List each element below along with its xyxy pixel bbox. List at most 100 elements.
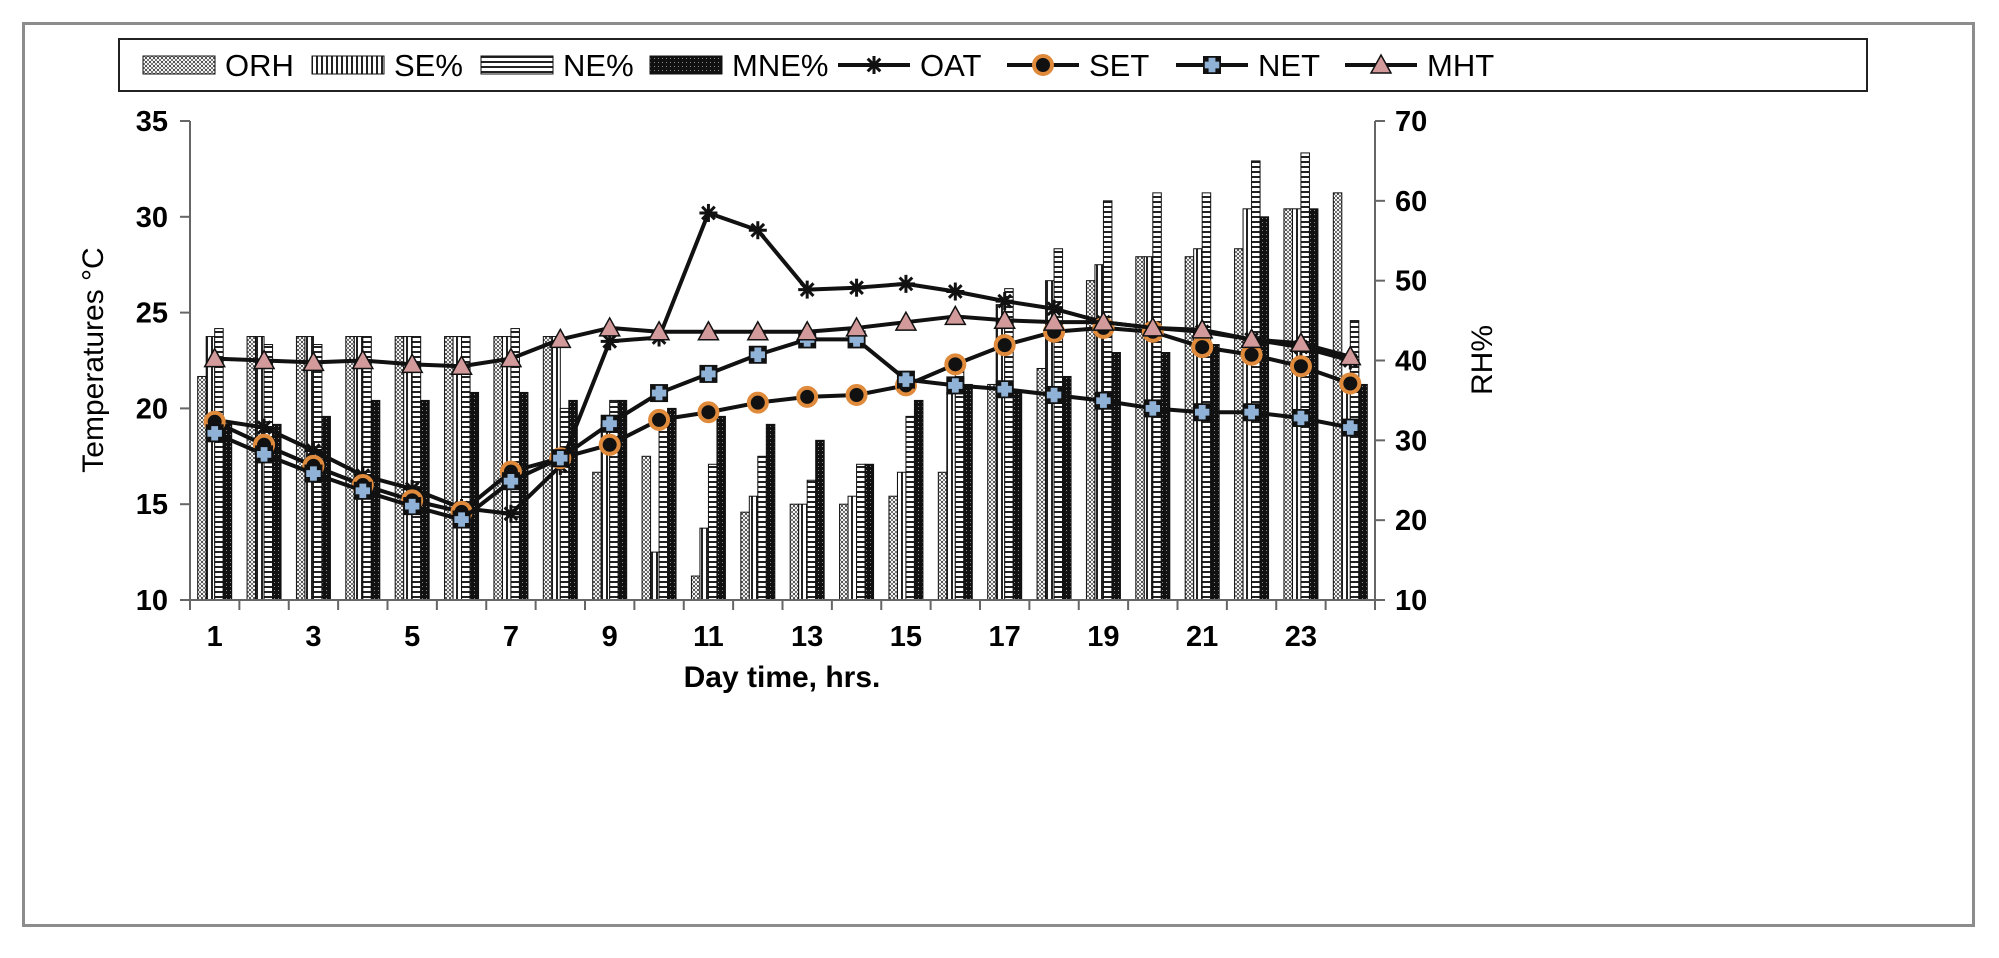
y-tick-label-left: 30 xyxy=(136,202,168,234)
x-axis-title: Day time, hrs. xyxy=(684,661,881,694)
point-net-21 xyxy=(1193,403,1212,422)
bar-ne-15 xyxy=(905,415,915,601)
point-oat-17 xyxy=(995,292,1014,311)
point-mht-2 xyxy=(252,348,276,370)
bar-se-5 xyxy=(403,336,413,601)
bar-orh-23 xyxy=(1283,208,1293,601)
bar-orh-9 xyxy=(592,471,602,601)
legend-swatch-ne xyxy=(480,55,554,75)
point-mht-21 xyxy=(1190,318,1214,339)
bar-orh-2 xyxy=(246,336,257,601)
bar-ne-22 xyxy=(1251,160,1261,601)
point-set-21 xyxy=(1191,336,1214,359)
bar-orh-16 xyxy=(937,471,948,601)
bar-mne-20 xyxy=(1160,352,1171,601)
point-mht-4 xyxy=(351,348,375,370)
bar-mne-24 xyxy=(1358,383,1368,601)
point-mht-7 xyxy=(499,347,523,368)
y-axis-title-left: Temperatures °C xyxy=(77,247,110,472)
legend-label: NET xyxy=(1258,48,1320,83)
bar-series-group xyxy=(197,152,1368,601)
x-tick-label: 5 xyxy=(404,621,420,653)
bar-se-21 xyxy=(1193,248,1203,601)
x-tick-label: 21 xyxy=(1186,621,1218,653)
point-net-9 xyxy=(600,414,619,433)
point-net-6 xyxy=(452,510,471,529)
legend-swatch-orh xyxy=(142,55,216,75)
bar-se-2 xyxy=(255,336,265,601)
bar-orh-13 xyxy=(789,503,800,601)
bar-se-1 xyxy=(205,336,216,601)
point-net-10 xyxy=(650,384,669,403)
y-tick-label-right: 60 xyxy=(1395,186,1427,218)
legend-label: NE% xyxy=(563,48,634,83)
point-oat-13 xyxy=(798,280,817,299)
point-mht-16 xyxy=(944,304,967,326)
legend-marker-oat xyxy=(865,56,883,74)
point-net-5 xyxy=(403,497,422,516)
point-mht-1 xyxy=(203,347,226,368)
y-tick-label-left: 35 xyxy=(136,106,168,138)
bar-orh-15 xyxy=(888,495,898,601)
point-mht-23 xyxy=(1289,331,1313,353)
bar-se-10 xyxy=(650,551,660,601)
bar-mne-3 xyxy=(321,415,331,601)
bar-se-11 xyxy=(699,527,709,601)
y-tick-label-right: 10 xyxy=(1395,585,1427,617)
x-tick-label: 17 xyxy=(989,621,1021,653)
x-tick-label: 11 xyxy=(693,621,724,653)
bar-mne-6 xyxy=(469,391,480,601)
bar-ne-21 xyxy=(1201,192,1212,601)
point-mht-9 xyxy=(598,316,621,337)
bar-se-16 xyxy=(946,391,956,601)
point-oat-12 xyxy=(748,221,767,240)
point-mht-18 xyxy=(1042,310,1066,331)
y-tick-label-right: 70 xyxy=(1395,106,1427,138)
point-net-4 xyxy=(353,481,372,500)
bar-ne-13 xyxy=(806,479,817,601)
point-net-20 xyxy=(1143,399,1162,418)
point-mht-14 xyxy=(845,316,868,337)
point-net-24 xyxy=(1341,418,1360,437)
point-oat-16 xyxy=(946,282,965,301)
point-set-9 xyxy=(598,433,621,456)
point-oat-2 xyxy=(255,418,274,437)
legend-marker-net xyxy=(1203,56,1221,74)
y-tick-label-left: 15 xyxy=(136,489,168,521)
y-axis-title-right: RH% xyxy=(1466,325,1499,395)
legend-label: ORH xyxy=(225,48,294,83)
bar-mne-15 xyxy=(913,399,924,601)
bar-orh-10 xyxy=(641,455,652,601)
bar-orh-20 xyxy=(1135,256,1145,601)
point-oat-14 xyxy=(847,278,866,297)
bar-mne-19 xyxy=(1111,352,1121,601)
bar-mne-11 xyxy=(716,415,726,601)
bar-mne-14 xyxy=(864,463,875,601)
point-set-10 xyxy=(648,408,671,431)
x-tick-label: 3 xyxy=(305,621,321,653)
point-oat-11 xyxy=(699,203,718,222)
bar-mne-16 xyxy=(963,383,973,601)
legend-label: SET xyxy=(1089,48,1149,83)
point-net-12 xyxy=(748,345,767,364)
x-tick-label: 13 xyxy=(791,621,823,653)
point-mht-19 xyxy=(1092,310,1115,331)
bar-mne-23 xyxy=(1308,208,1319,601)
legend-box xyxy=(118,38,1868,92)
bar-orh-24 xyxy=(1332,192,1343,601)
point-mht-24 xyxy=(1339,345,1362,366)
chart-svg: ORH SE% NE% MNE% OAT SET NET MHT 10152025303510… xyxy=(77,38,1868,694)
bar-se-23 xyxy=(1291,208,1302,601)
bar-ne-16 xyxy=(954,360,965,601)
x-tick-label: 7 xyxy=(503,621,519,653)
bar-orh-8 xyxy=(542,336,553,601)
point-oat-7 xyxy=(501,504,520,523)
legend-swatch-se xyxy=(311,55,385,75)
bar-ne-20 xyxy=(1152,192,1162,601)
bar-mne-17 xyxy=(1012,391,1023,601)
point-set-23 xyxy=(1289,355,1312,378)
bar-se-12 xyxy=(748,495,759,601)
point-mht-15 xyxy=(894,310,918,331)
point-net-16 xyxy=(946,376,965,395)
point-mht-20 xyxy=(1141,316,1165,337)
